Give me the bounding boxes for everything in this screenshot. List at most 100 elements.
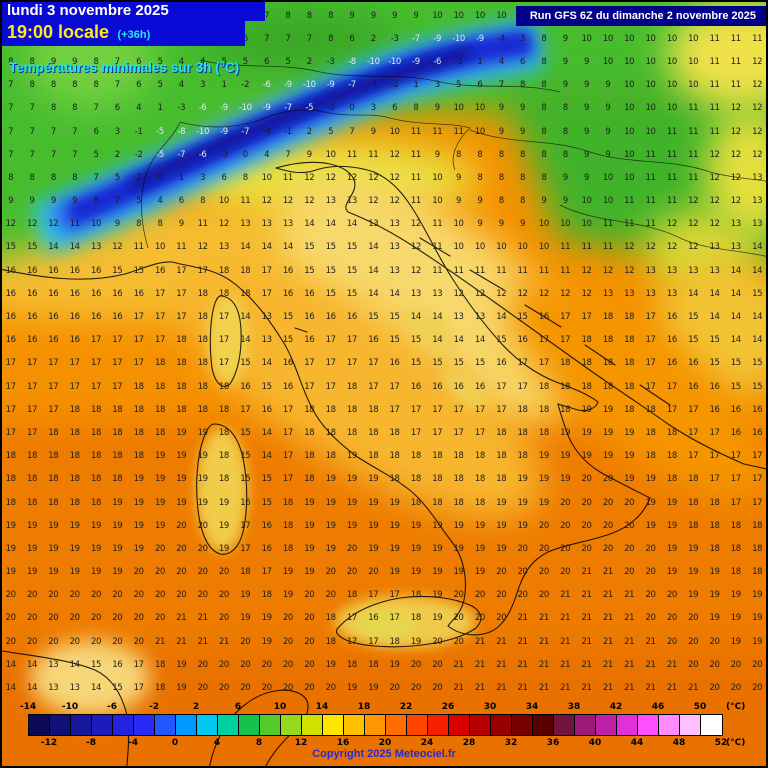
temp-value: 17 — [410, 427, 421, 438]
scale-label: 46 — [651, 702, 665, 712]
temp-value: 9 — [562, 56, 568, 67]
temp-value: 15 — [304, 265, 315, 276]
temp-value: 18 — [346, 427, 357, 438]
temp-value: 15 — [709, 335, 720, 346]
temp-value: 21 — [624, 683, 635, 694]
temp-value: 17 — [112, 358, 123, 369]
temp-value: 20 — [496, 567, 507, 578]
temp-value: 19 — [346, 520, 357, 531]
temp-value: 12 — [730, 126, 741, 137]
scale-label: 36 — [546, 738, 560, 748]
temp-value: 11 — [69, 219, 80, 230]
temp-value: 19 — [346, 451, 357, 462]
copyright-text: Copyright 2025 Meteociel.fr — [312, 748, 456, 760]
temp-value: 9 — [434, 149, 440, 160]
temp-value: 8 — [477, 149, 483, 160]
temp-value: 8 — [93, 56, 99, 67]
temp-value: 12 — [474, 288, 485, 299]
temp-value: 21 — [688, 683, 699, 694]
temp-value: 17 — [688, 451, 699, 462]
temp-value: 13 — [389, 265, 400, 276]
temp-value: 20 — [133, 636, 144, 647]
temp-value: 11 — [410, 126, 421, 137]
temp-value: 19 — [69, 567, 80, 578]
temp-value: 8 — [8, 172, 14, 183]
temp-value: 17 — [176, 288, 187, 299]
temp-value: 20 — [538, 520, 549, 531]
temp-value: 12 — [624, 242, 635, 253]
temp-value: 18 — [112, 474, 123, 485]
temp-value: -5 — [156, 126, 164, 137]
temp-value: 15 — [389, 335, 400, 346]
temp-value: 16 — [69, 265, 80, 276]
temp-value: 4 — [178, 80, 184, 91]
temp-value: 13 — [602, 288, 613, 299]
temp-value: 14 — [346, 219, 357, 230]
temp-value: -9 — [326, 80, 335, 91]
temp-value: 12 — [752, 56, 763, 67]
temp-value: 9 — [456, 172, 462, 183]
temp-value: 18 — [688, 497, 699, 508]
temp-value: 18 — [752, 520, 763, 531]
temp-value: 20 — [560, 497, 571, 508]
temp-value: 18 — [48, 427, 59, 438]
temp-value: 13 — [432, 288, 443, 299]
temp-value: 15 — [26, 242, 37, 253]
temp-value: 10 — [325, 149, 336, 160]
temp-value: 11 — [709, 80, 720, 91]
temp-value: 18 — [474, 474, 485, 485]
temp-value: 20 — [5, 590, 16, 601]
temp-value: 7 — [264, 33, 270, 44]
temp-value: 15 — [709, 358, 720, 369]
temp-value: 12 — [304, 172, 315, 183]
temp-value: 20 — [90, 590, 101, 601]
temp-value: 17 — [581, 312, 592, 323]
temp-value: 19 — [474, 567, 485, 578]
temp-value: -5 — [305, 103, 314, 114]
temp-value: 19 — [218, 520, 229, 531]
temp-value: -3 — [326, 103, 335, 114]
temp-value: 18 — [154, 683, 165, 694]
temp-value: -2 — [134, 149, 143, 160]
temp-value: 16 — [26, 288, 37, 299]
scale-label: 8 — [255, 738, 263, 748]
temp-value: 19 — [560, 427, 571, 438]
temp-value: 15 — [496, 335, 507, 346]
temp-value: 15 — [346, 265, 357, 276]
temp-value: 20 — [26, 636, 37, 647]
temp-value: 9 — [370, 10, 376, 21]
temp-value: 17 — [389, 404, 400, 415]
temp-value: 20 — [560, 543, 571, 554]
temp-value: 19 — [5, 520, 16, 531]
temp-value: 10 — [645, 103, 656, 114]
temp-value: 6 — [520, 56, 526, 67]
scale-label: 4 — [213, 738, 221, 748]
temp-value: 9 — [562, 33, 568, 44]
temp-value: 1 — [413, 80, 419, 91]
temp-value: 18 — [666, 451, 677, 462]
temp-value: 19 — [176, 683, 187, 694]
temp-value: 15 — [368, 312, 379, 323]
temp-value: 12 — [602, 265, 613, 276]
temp-value: 17 — [517, 358, 528, 369]
temp-value: 19 — [218, 543, 229, 554]
map-header: lundi 3 novembre 2025 19:00 locale (+36h… — [0, 0, 265, 75]
temp-value: 19 — [602, 404, 613, 415]
temp-value: 19 — [240, 613, 251, 624]
temp-value: 16 — [666, 312, 677, 323]
temp-value: 0 — [349, 103, 355, 114]
temp-value: 16 — [304, 335, 315, 346]
temp-value: 10 — [602, 56, 613, 67]
temp-value: 14 — [69, 242, 80, 253]
temp-value: 18 — [304, 451, 315, 462]
temp-value: 21 — [624, 659, 635, 670]
temp-value: 9 — [498, 126, 504, 137]
temp-value: 13 — [752, 196, 763, 207]
coast-africa — [0, 650, 130, 768]
temp-value: 6 — [136, 80, 142, 91]
temp-value: 10 — [645, 33, 656, 44]
temp-value: 20 — [730, 659, 741, 670]
temp-value: 8 — [520, 80, 526, 91]
temp-value: 18 — [560, 381, 571, 392]
